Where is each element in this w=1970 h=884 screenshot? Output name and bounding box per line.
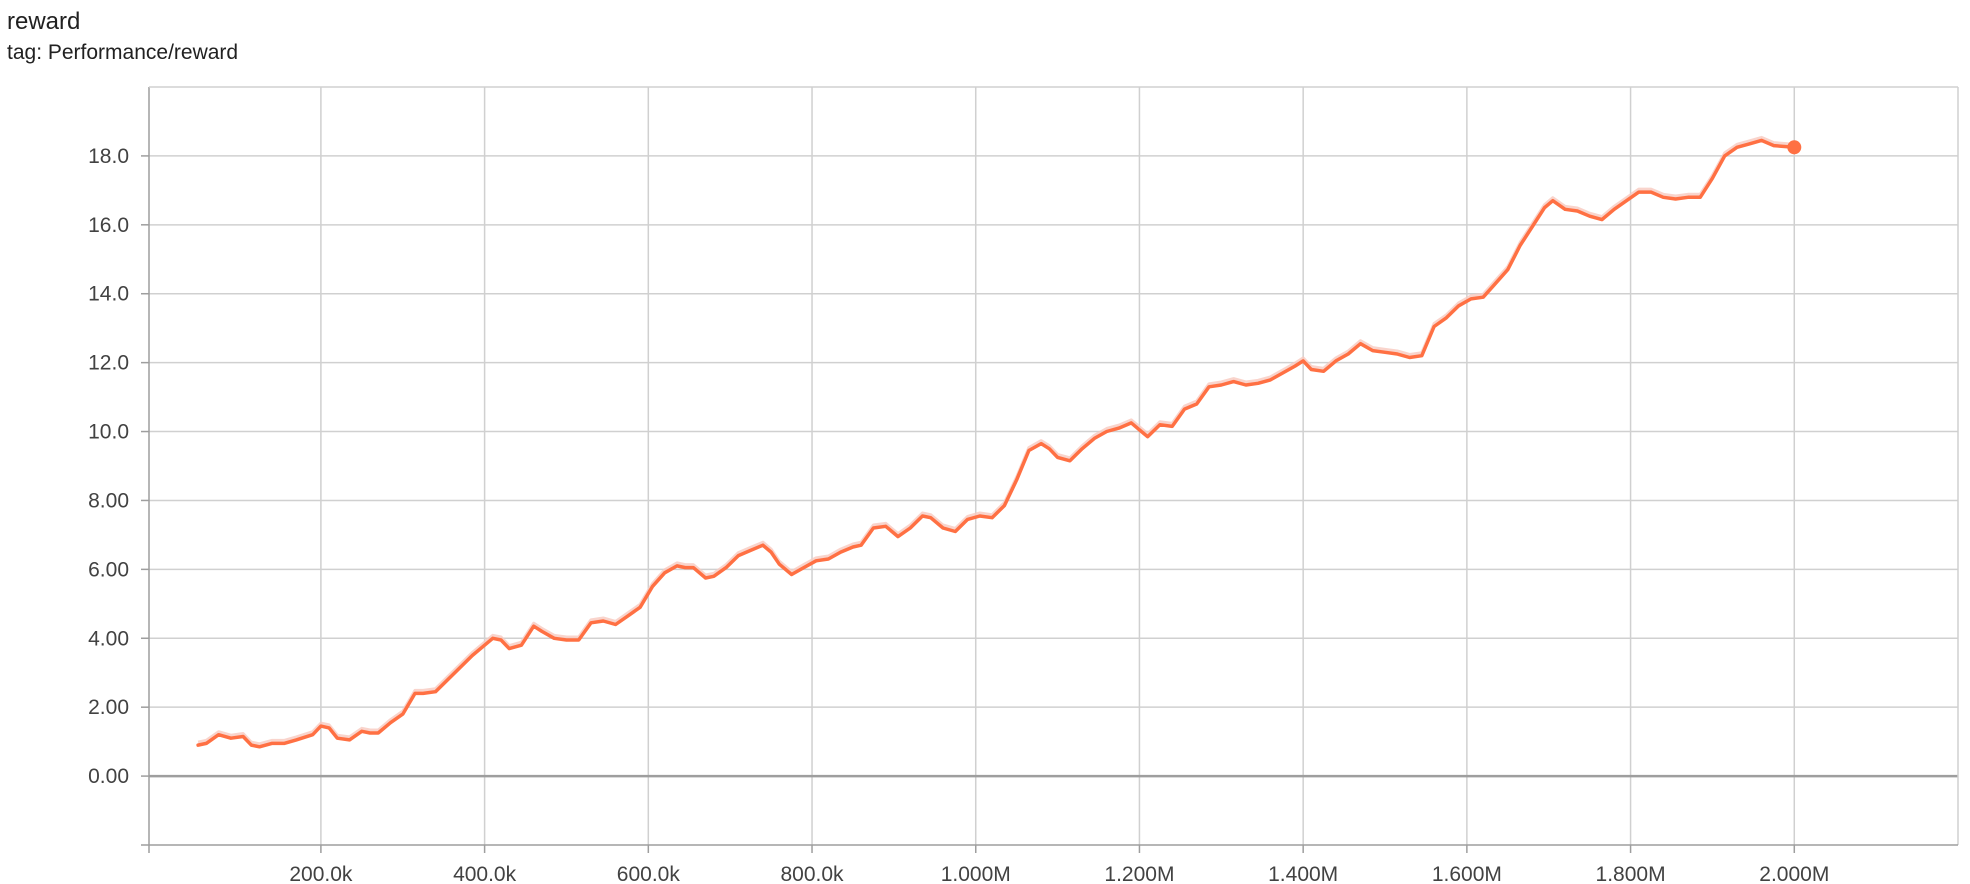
chart-tag: tag: Performance/reward: [7, 41, 239, 64]
y-tick-label: 0.00: [88, 765, 129, 788]
y-tick-label: 16.0: [88, 214, 129, 237]
grid-lines: [149, 87, 1958, 845]
y-tick-label: 4.00: [88, 627, 129, 650]
chart-title: reward: [7, 8, 81, 35]
y-tick-label: 6.00: [88, 558, 129, 581]
y-tick-label: 10.0: [88, 421, 129, 444]
series-group: [196, 135, 1802, 749]
x-tick-label: 1.000M: [941, 863, 1011, 884]
raw-series-line: [197, 135, 1795, 746]
last-point-marker: [1787, 140, 1802, 155]
x-tick-label: 1.200M: [1104, 863, 1174, 884]
y-tick-label: 14.0: [88, 283, 129, 306]
x-tick-label: 400.0k: [453, 863, 517, 884]
y-tick-label: 18.0: [88, 145, 129, 168]
x-tick-label: 200.0k: [289, 863, 353, 884]
axes: [141, 86, 1959, 853]
y-tick-label: 8.00: [88, 489, 129, 512]
x-tick-label: 1.400M: [1268, 863, 1338, 884]
y-tick-labels: 0.00 2.00 4.00 6.00 8.00 10.0 12.0 14.0 16.0 18.0: [88, 145, 129, 788]
x-tick-label: 1.800M: [1596, 863, 1666, 884]
x-tick-label: 800.0k: [780, 863, 844, 884]
x-tick-label: 1.600M: [1432, 863, 1502, 884]
x-tick-label: 600.0k: [617, 863, 681, 884]
y-tick-label: 12.0: [88, 352, 129, 375]
reward-series-line: [196, 138, 1797, 749]
x-tick-labels: 200.0k 400.0k 600.0k 800.0k 1.000M 1.200M 1.40…: [289, 863, 1829, 884]
x-tick-label: 2.000M: [1759, 863, 1829, 884]
y-tick-label: 2.00: [88, 696, 129, 719]
